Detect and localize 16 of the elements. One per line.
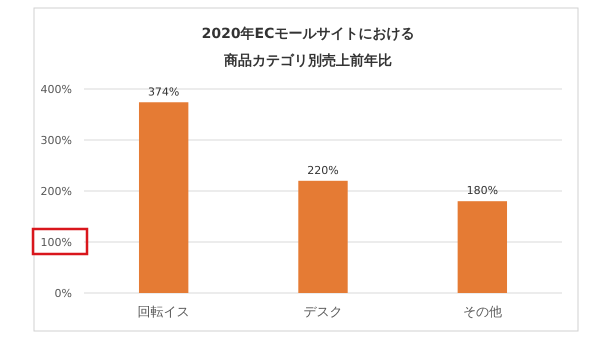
bar: [298, 180, 348, 293]
chart-title: 2020年ECモールサイトにおける: [202, 26, 414, 42]
chart-subtitle: 商品カテゴリ別売上前年比: [223, 52, 392, 69]
y-tick-label: 100%: [40, 236, 72, 249]
y-tick-label: 0%: [54, 287, 72, 300]
bar: [458, 201, 508, 293]
data-label: 374%: [148, 85, 180, 98]
y-tick-label: 400%: [40, 83, 72, 96]
x-tick-label: デスク: [304, 305, 342, 320]
y-tick-label: 300%: [40, 134, 72, 147]
bar: [138, 102, 188, 293]
y-tick-label: 200%: [40, 185, 72, 198]
data-label: 180%: [466, 184, 498, 198]
x-tick-label: その他: [462, 305, 502, 320]
data-label: 220%: [307, 164, 339, 177]
x-tick-label: 回転イス: [138, 305, 190, 320]
